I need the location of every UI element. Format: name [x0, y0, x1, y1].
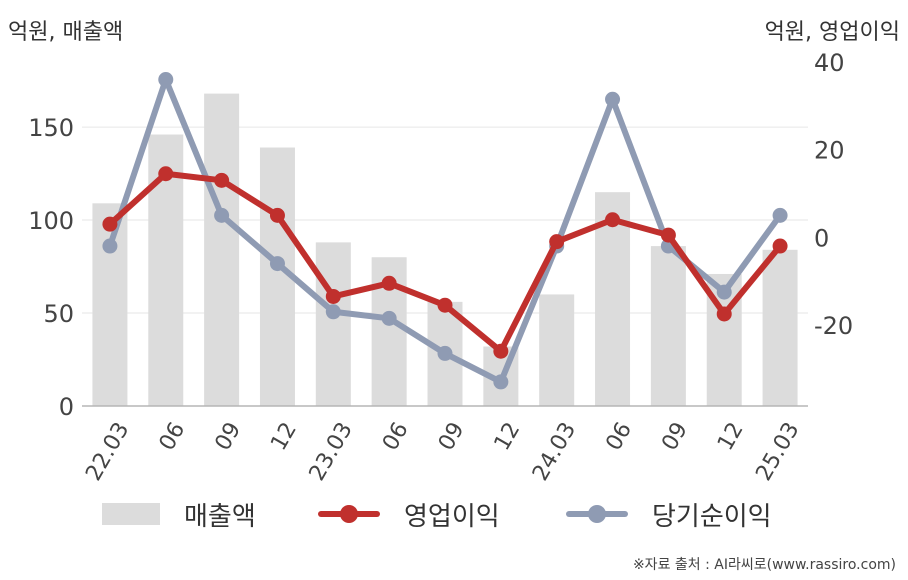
source-credit: ※자료 출처 : AI라씨로(www.rassiro.com)	[632, 557, 896, 573]
legend-swatch-net-income	[566, 503, 628, 525]
net-income-point	[381, 310, 397, 326]
operating-profit-point	[381, 275, 397, 291]
net-income-point	[772, 207, 788, 223]
right-axis-unit-label: 억원, 영업이익	[764, 20, 900, 45]
legend-label-operating-profit: 영업이익	[404, 501, 500, 532]
revenue-bar	[650, 246, 686, 406]
operating-profit-point	[214, 172, 230, 188]
x-tick-label: 09	[657, 418, 693, 455]
right-y-tick-label: -20	[814, 312, 853, 340]
x-tick-label: 24.03	[528, 418, 581, 485]
right-y-tick-label: 40	[814, 49, 845, 77]
left-y-tick-label: 100	[28, 207, 74, 235]
x-tick-label: 22.03	[81, 418, 134, 485]
left-y-tick-label: 0	[59, 393, 74, 421]
operating-profit-point	[660, 227, 676, 243]
net-income-point	[102, 238, 118, 254]
net-income-point	[437, 345, 453, 361]
operating-profit-point	[772, 238, 788, 254]
x-tick-label: 06	[155, 418, 191, 455]
profit-lines	[102, 72, 788, 390]
net-income-point	[214, 207, 230, 223]
x-tick-label: 09	[210, 418, 246, 455]
operating-profit-point	[605, 212, 621, 228]
operating-profit-point	[269, 207, 285, 223]
legend-label-revenue: 매출액	[184, 501, 256, 532]
combo-chart: 22.03 06 09 12 23.03 06 09 12 24.03 06 09 12 25.03 0…	[28, 49, 853, 485]
x-tick-label: 25.03	[751, 418, 804, 485]
operating-profit-point	[158, 166, 174, 182]
operating-profit-point	[549, 234, 565, 250]
x-tick-label: 06	[378, 418, 414, 455]
left-axis-unit-label: 억원, 매출액	[8, 20, 124, 45]
legend-item-net-income: 당기순이익	[566, 494, 772, 534]
net-income-point	[269, 256, 285, 272]
right-y-tick-label: 20	[814, 137, 845, 165]
gridlines	[82, 126, 808, 314]
revenue-bar	[762, 249, 798, 406]
net-income-point	[158, 72, 174, 88]
net-income-point	[716, 284, 732, 300]
left-y-tick-label: 50	[43, 300, 74, 328]
legend-swatch-operating-profit	[318, 503, 380, 525]
left-y-tick-label: 150	[28, 114, 74, 142]
revenue-bar	[204, 93, 240, 406]
revenue-bar	[92, 203, 128, 406]
legend-item-operating-profit: 영업이익	[318, 494, 500, 534]
x-tick-label: 12	[713, 418, 749, 455]
legend-item-revenue: 매출액	[102, 494, 256, 534]
x-tick-label: 06	[601, 418, 637, 455]
legend-swatch-revenue	[102, 503, 160, 525]
operating-profit-point	[493, 343, 509, 359]
operating-profit-point	[716, 306, 732, 322]
net-income-point	[325, 304, 341, 320]
revenue-bar	[539, 294, 575, 406]
right-y-axis: -20 0 20 40	[814, 49, 853, 340]
x-axis: 22.03 06 09 12 23.03 06 09 12 24.03 06 09 12 25.03	[81, 405, 808, 485]
operating-profit-point	[325, 288, 341, 304]
net-income-point	[493, 374, 509, 390]
left-y-axis: 0 50 100 150	[28, 114, 74, 421]
x-tick-label: 23.03	[305, 418, 358, 485]
revenue-bar	[315, 242, 351, 406]
revenue-bar	[595, 192, 631, 406]
x-tick-label: 12	[490, 418, 526, 455]
net-income-point	[605, 91, 621, 107]
right-y-tick-label: 0	[814, 224, 829, 252]
operating-profit-point	[102, 216, 118, 232]
x-tick-label: 12	[266, 418, 302, 455]
revenue-bars	[92, 93, 798, 406]
x-tick-label: 09	[434, 418, 470, 455]
legend: 매출액 영업이익 당기순이익	[0, 494, 908, 534]
legend-label-net-income: 당기순이익	[652, 501, 772, 532]
operating-profit-point	[437, 297, 453, 313]
